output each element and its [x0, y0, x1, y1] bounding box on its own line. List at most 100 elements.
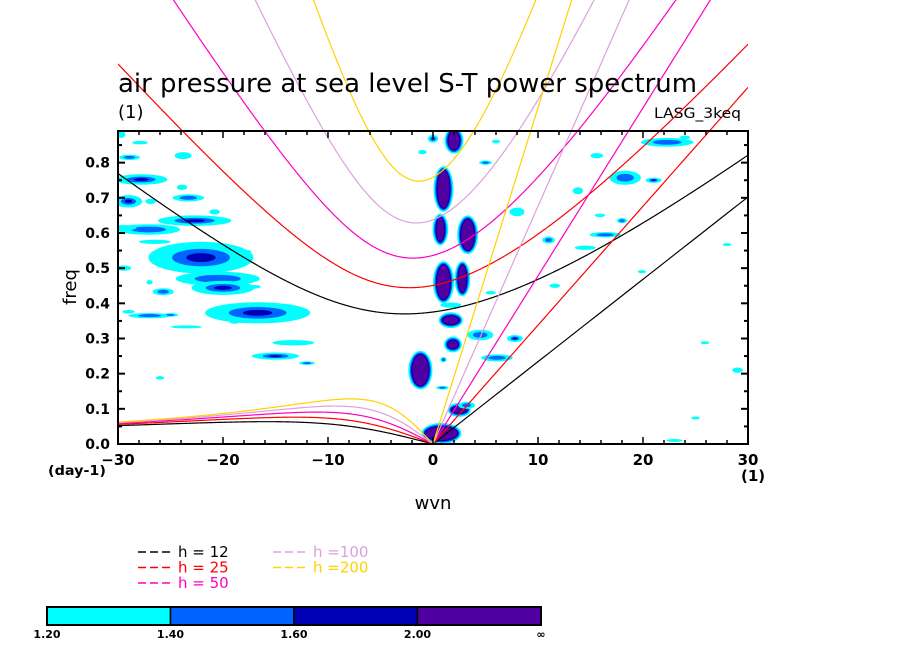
legend-item: h = 12: [138, 543, 229, 561]
ig-n1-curve-h12: [118, 154, 748, 315]
colorbar-label: 1.40: [157, 628, 184, 641]
shaded-region: [433, 166, 454, 212]
shading-level-1: [272, 340, 315, 346]
shading-level-1: [572, 187, 584, 195]
er-n1-curve-h100: [118, 405, 434, 444]
er-n1-curve-h200: [118, 398, 434, 444]
shaded-region: [128, 312, 171, 319]
legend-label: h = 12: [178, 543, 229, 561]
shading-level-3: [184, 219, 205, 223]
ig-n1-curve-h100: [254, 0, 595, 224]
shaded-region: [481, 354, 513, 362]
shading-level-2: [302, 362, 312, 365]
shaded-region: [118, 225, 137, 231]
shading-level-1: [418, 149, 427, 155]
shading-level-3: [268, 355, 283, 358]
shading-level-2: [194, 274, 241, 283]
ig-n1-curve-h25: [118, 43, 748, 289]
shading-level-1: [248, 285, 261, 289]
y-axis-label: freq: [60, 269, 81, 305]
er-n1-curve-h25: [118, 416, 434, 444]
kelvin-curve-h100: [432, 0, 630, 444]
shaded-region: [209, 209, 220, 215]
shaded-region: [229, 320, 240, 324]
shading-level-3: [512, 337, 518, 340]
shaded-region: [118, 174, 168, 185]
legend-item: h =200: [273, 559, 368, 577]
shading-level-2: [131, 226, 166, 233]
shaded-region: [155, 376, 165, 380]
y-tick-label: 0.7: [85, 191, 110, 207]
shaded-region: [432, 213, 449, 246]
shaded-region: [176, 184, 188, 190]
shading-level-2: [545, 238, 552, 242]
shading-level-1: [509, 207, 525, 217]
shaded-region: [666, 438, 683, 442]
colorbar-frame: [46, 606, 542, 626]
shaded-region: [457, 215, 479, 255]
shaded-region: [152, 288, 174, 296]
shading-level-1: [122, 310, 135, 314]
shading-level-1: [118, 131, 126, 139]
shaded-region: [590, 152, 604, 159]
shading-level-1: [139, 239, 171, 244]
y-tick-label: 0.6: [85, 226, 110, 242]
legend-item: h =100: [273, 543, 368, 561]
shaded-region: [157, 215, 232, 226]
shading-level-2: [137, 314, 162, 318]
x-tick-label: −30: [101, 451, 134, 469]
shaded-region: [616, 218, 628, 224]
shading-level-3: [133, 178, 149, 182]
shading-level-3: [186, 253, 216, 263]
shaded-region: [248, 285, 261, 289]
shading-level-3: [431, 137, 435, 140]
shading-level-1: [491, 139, 501, 144]
shading-level-1: [145, 198, 156, 204]
shading-level-3: [242, 309, 273, 316]
shaded-region: [238, 249, 252, 254]
y-tick-label: 0.2: [85, 367, 110, 383]
shaded-region: [146, 280, 153, 285]
shading-level-2: [123, 155, 136, 159]
shading-level-1: [485, 291, 496, 295]
shading-level-1: [174, 152, 192, 160]
shading-level-2: [473, 332, 488, 338]
shaded-region: [574, 245, 596, 250]
shaded-region: [205, 302, 311, 324]
shaded-region: [679, 135, 691, 140]
shaded-region: [418, 149, 427, 155]
shaded-region: [454, 261, 471, 297]
chart-title: air pressure at sea level S-T power spec…: [118, 69, 697, 99]
shaded-region: [444, 131, 464, 154]
er-n1-curve-h50: [118, 411, 434, 444]
colorbar-segment: [169, 606, 295, 626]
shading-level-4: [442, 316, 459, 325]
kelvin-curve-h25: [432, 86, 748, 444]
x-tick-label: 30: [738, 451, 759, 469]
y-axis-units: (day-1): [48, 464, 106, 479]
shading-level-4: [458, 265, 467, 293]
x-tick-label: −20: [206, 451, 239, 469]
legend-label: h = 50: [178, 574, 229, 592]
colorbar-label: 1.60: [280, 628, 307, 641]
shaded-region: [467, 329, 494, 341]
shading-level-3: [651, 179, 656, 182]
shading-level-2: [482, 161, 489, 164]
shading-level-1: [146, 280, 153, 285]
shading-level-3: [124, 199, 133, 204]
shading-level-1: [666, 438, 683, 442]
plot-axes: 0.0 0.1 0.2 0.3 0.4 0.5 0.6 0.7 0.8 −30 −20 −10 0 10 2…: [85, 130, 759, 469]
kelvin-curve-h50: [432, 0, 712, 444]
shading-level-4: [436, 217, 445, 242]
shaded-region: [479, 160, 492, 165]
shaded-region: [732, 367, 743, 373]
ig-n1-curve-h200: [312, 0, 537, 182]
shading-level-4: [448, 131, 460, 150]
shading-level-4: [425, 426, 458, 440]
colorbar: 1.20 1.40 1.60 2.00 ∞: [33, 606, 546, 641]
shaded-region: [440, 356, 447, 363]
shading-level-1: [722, 243, 732, 247]
legend-item: h = 50: [138, 574, 229, 592]
shaded-region: [572, 187, 584, 195]
